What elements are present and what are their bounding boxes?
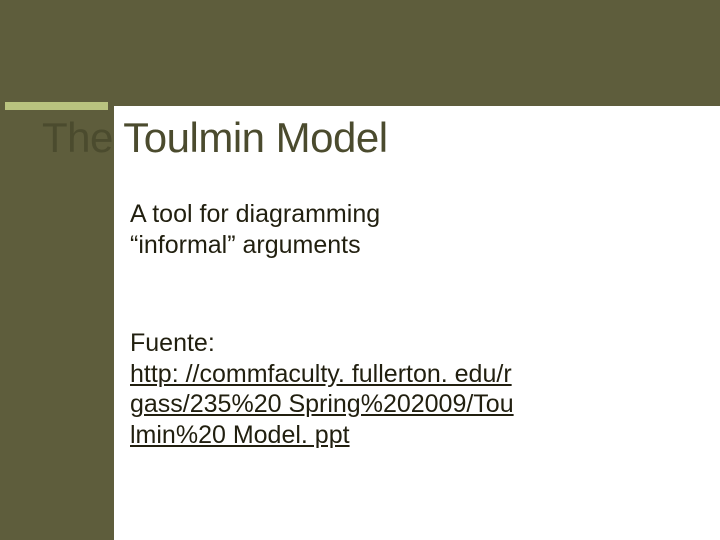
source-link-line-2[interactable]: gass/235%20 Spring%202009/Tou [130, 390, 514, 418]
left-band [0, 0, 114, 540]
source-link-line-3[interactable]: lmin%20 Model. ppt [130, 421, 350, 449]
slide-subtitle: A tool for diagramming “informal” argume… [130, 199, 650, 262]
subtitle-line-2: “informal” arguments [130, 231, 361, 259]
accent-bar [5, 102, 108, 110]
subtitle-line-1: A tool for diagramming [130, 200, 380, 228]
source-link-line-1[interactable]: http: //commfaculty. fullerton. edu/r [130, 360, 512, 388]
slide-title: The Toulmin Model [42, 114, 388, 162]
source-label: Fuente: [130, 329, 215, 357]
source-block: Fuente: http: //commfaculty. fullerton. … [130, 328, 650, 450]
